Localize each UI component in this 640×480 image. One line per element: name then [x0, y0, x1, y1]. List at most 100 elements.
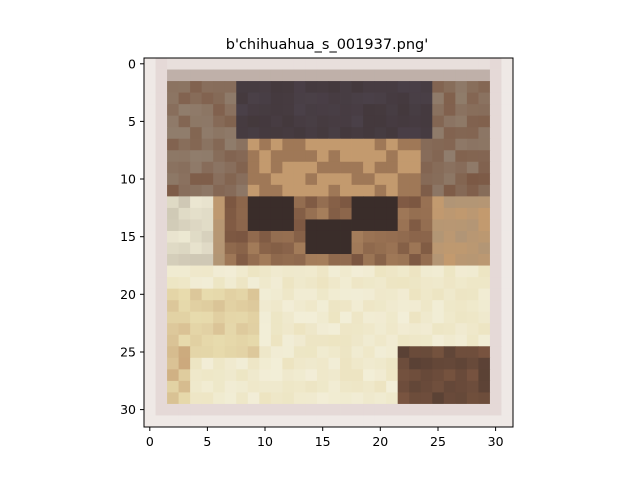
- image-pixel: [397, 219, 410, 232]
- image-pixel: [351, 92, 364, 105]
- image-pixel: [466, 311, 479, 324]
- image-pixel: [455, 104, 468, 117]
- image-pixel: [363, 161, 376, 174]
- axes-frame: [143, 57, 514, 428]
- image-pixel: [466, 369, 479, 382]
- image-pixel: [190, 81, 203, 93]
- image-pixel: [270, 346, 283, 359]
- image-pixel: [420, 161, 433, 174]
- image-pixel: [236, 115, 249, 128]
- image-pixel: [282, 230, 295, 243]
- image-pixel: [190, 58, 203, 70]
- image-pixel: [328, 196, 341, 209]
- image-pixel: [213, 265, 226, 278]
- image-pixel: [351, 115, 364, 128]
- image-pixel: [340, 334, 352, 347]
- image-pixel: [363, 207, 376, 220]
- image-pixel: [167, 115, 179, 128]
- image-pixel: [328, 403, 341, 416]
- image-pixel: [432, 369, 445, 382]
- image-pixel: [443, 219, 456, 232]
- image-pixel: [409, 323, 422, 336]
- image-pixel: [270, 92, 283, 105]
- image-pixel: [224, 58, 237, 70]
- image-pixel: [363, 69, 376, 82]
- image-pixel: [167, 265, 179, 278]
- image-pixel: [259, 184, 272, 197]
- image-pixel: [293, 323, 306, 336]
- image-pixel: [316, 242, 329, 255]
- image-pixel: [386, 81, 399, 93]
- image-pixel: [144, 219, 156, 232]
- image-pixel: [144, 69, 156, 82]
- image-pixel: [293, 392, 306, 405]
- image-pixel: [259, 81, 272, 93]
- image-pixel: [466, 196, 479, 209]
- image-pixel: [363, 415, 376, 428]
- image-pixel: [466, 300, 479, 313]
- image-pixel: [144, 288, 156, 301]
- image-pixel: [489, 369, 502, 382]
- image-pixel: [167, 184, 179, 197]
- image-pixel: [409, 115, 422, 128]
- image-pixel: [443, 369, 456, 382]
- image-pixel: [351, 161, 364, 174]
- image-pixel: [236, 104, 249, 117]
- image-pixel: [178, 138, 191, 151]
- image-pixel: [432, 127, 445, 140]
- image-pixel: [478, 92, 491, 105]
- image-pixel: [293, 207, 306, 220]
- image-pixel: [178, 242, 191, 255]
- x-tick-label: 10: [257, 434, 273, 449]
- image-pixel: [201, 173, 214, 186]
- image-pixel: [213, 173, 226, 186]
- image-pixel: [351, 300, 364, 313]
- image-pixel: [167, 81, 179, 93]
- image-pixel: [466, 403, 479, 416]
- image-pixel: [167, 254, 179, 266]
- image-pixel: [213, 254, 226, 266]
- image-pixel: [443, 58, 456, 70]
- image-pixel: [316, 196, 329, 209]
- y-tick-label: 0: [128, 56, 136, 71]
- image-pixel: [432, 403, 445, 416]
- image-pixel: [420, 357, 433, 370]
- image-pixel: [443, 288, 456, 301]
- image-pixel: [374, 392, 387, 405]
- image-pixel: [432, 184, 445, 197]
- image-pixel: [316, 69, 329, 82]
- image-pixel: [247, 173, 260, 186]
- image-pixel: [190, 127, 203, 140]
- image-pixel: [363, 92, 376, 105]
- image-pixel: [420, 288, 433, 301]
- image-pixel: [293, 380, 306, 393]
- image-pixel: [224, 288, 237, 301]
- image-pixel: [386, 150, 399, 163]
- image-pixel: [190, 311, 203, 324]
- image-pixel: [293, 138, 306, 151]
- image-pixel: [432, 207, 445, 220]
- image-pixel: [443, 230, 456, 243]
- image-pixel: [374, 288, 387, 301]
- image-pixel: [420, 380, 433, 393]
- image-pixel: [466, 150, 479, 163]
- image-pixel: [201, 369, 214, 382]
- image-pixel: [247, 150, 260, 163]
- image-pixel: [363, 357, 376, 370]
- image-pixel: [190, 392, 203, 405]
- image-pixel: [213, 346, 226, 359]
- image-pixel: [397, 265, 410, 278]
- image-pixel: [478, 392, 491, 405]
- image-pixel: [155, 104, 168, 117]
- image-pixel: [420, 58, 433, 70]
- image-pixel: [178, 380, 191, 393]
- image-pixel: [478, 323, 491, 336]
- image-pixel: [466, 242, 479, 255]
- image-pixel: [351, 311, 364, 324]
- image-pixel: [478, 346, 491, 359]
- image-pixel: [478, 219, 491, 232]
- image-pixel: [409, 219, 422, 232]
- image-pixel: [466, 138, 479, 151]
- image-pixel: [144, 242, 156, 255]
- image-pixel: [466, 173, 479, 186]
